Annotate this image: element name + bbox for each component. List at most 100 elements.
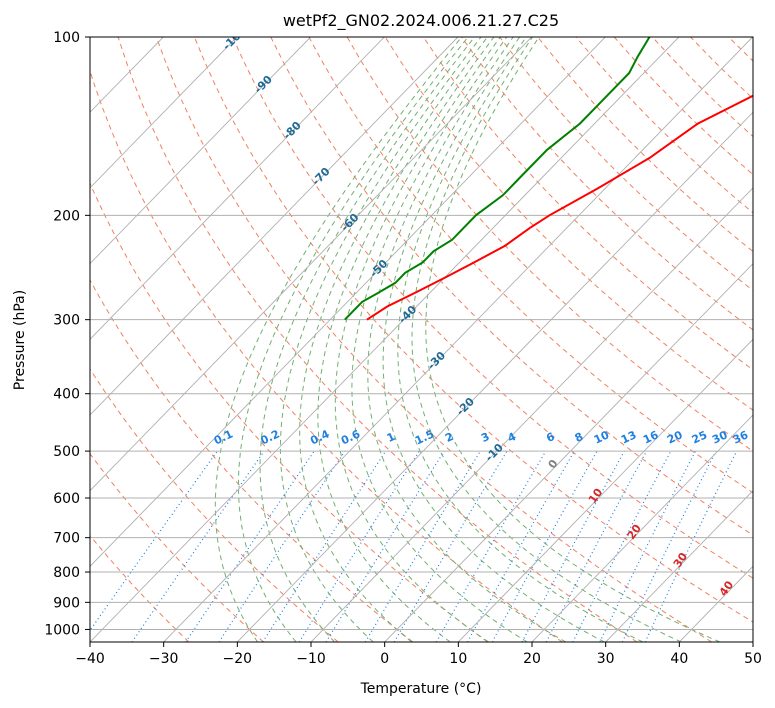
mixing-ratio-line	[621, 450, 717, 642]
isotherm-label: -80	[281, 119, 304, 142]
mixing-ratio-line	[599, 450, 697, 642]
mixing-ratio-label: 0.1	[212, 427, 235, 447]
moist-adiabat-label: 10	[586, 486, 606, 506]
y-axis: 100 200 300 400 500 600 700 800 900 1000	[44, 30, 90, 638]
isotherm-line	[90, 37, 606, 567]
y-tick-label: 200	[53, 208, 80, 224]
isotherm-line	[90, 37, 238, 189]
mixing-ratio-label: 25	[690, 428, 709, 446]
dry-adiabat-line	[90, 279, 414, 642]
mixing-ratio-line	[298, 450, 420, 642]
y-axis-label: Pressure (hPa)	[12, 290, 28, 390]
y-tick-label: 700	[53, 531, 80, 547]
isotherm-label: -30	[425, 349, 448, 372]
temperature-profile-line	[366, 94, 753, 321]
mixing-ratio-label: 20	[665, 428, 685, 446]
y-tick-label: 300	[53, 313, 80, 329]
moist-adiabat-line	[425, 37, 721, 642]
mixing-ratio-line	[521, 450, 625, 642]
x-tick-label: 0	[380, 651, 389, 667]
isotherm-line	[605, 490, 753, 642]
mixing-ratio-line	[325, 450, 445, 642]
moist-adiabat-label: 20	[625, 522, 645, 542]
mixing-ratio-line	[572, 450, 672, 642]
moist-adiabat-line	[317, 37, 495, 642]
isotherm-label: -70	[309, 165, 332, 188]
y-tick-label: 800	[53, 565, 80, 581]
dry-adiabat-line	[270, 37, 753, 536]
dry-adiabat-line	[193, 37, 753, 623]
mixing-ratio-line	[466, 450, 575, 642]
x-axis-label: Temperature (°C)	[360, 681, 482, 697]
pressure-gridlines	[90, 37, 753, 630]
mixing-ratio-line	[218, 450, 346, 642]
mixing-ratio-label: 0.2	[259, 427, 282, 447]
moist-adiabat-line	[382, 37, 605, 642]
mixing-ratio-label: 30	[710, 428, 730, 446]
dry-adiabat-line	[308, 37, 753, 494]
dry-adiabat-line	[90, 69, 563, 642]
x-tick-label: −30	[149, 651, 179, 667]
moist-adiabat-label: 40	[717, 578, 737, 598]
x-axis: −40 −30 −20 −10 0 10 20 30 40 50	[75, 642, 762, 667]
y-tick-label: 400	[53, 387, 80, 403]
mixing-ratio-line	[262, 450, 387, 642]
isotherm-label: -90	[252, 73, 275, 96]
x-tick-label: 10	[449, 651, 467, 667]
mixing-ratio-label: 0.6	[339, 427, 362, 447]
moist-adiabat-line	[299, 37, 488, 642]
isotherm-line	[163, 37, 753, 642]
x-tick-label: 20	[523, 651, 541, 667]
mixing-ratio-label: 10	[592, 428, 612, 446]
isotherm-line	[384, 262, 753, 642]
isotherm-line	[90, 37, 385, 340]
mixing-ratio-label: 1.5	[413, 427, 436, 447]
chart-title: wetPf2_GN02.2024.006.21.27.C25	[283, 11, 559, 31]
moist-adiabat-label: 30	[671, 550, 691, 570]
dry-adiabat-line	[155, 37, 712, 642]
mixing-ratio-line	[435, 450, 547, 642]
moist-adiabat-line	[367, 37, 567, 642]
moist-adiabat-line	[259, 37, 475, 642]
moist-adiabat-line	[411, 37, 682, 642]
mixing-ratio-line	[90, 450, 218, 632]
y-tick-label: 600	[53, 491, 80, 507]
mixing-ratio-line	[131, 450, 265, 642]
mixing-ratio-label: 4	[506, 430, 519, 445]
sounding-series	[344, 37, 753, 321]
mixing-ratio-label: 2	[443, 430, 455, 445]
isotherm-label: -40	[396, 303, 419, 326]
dry-adiabat-line	[232, 37, 753, 579]
moist-adiabat-line	[279, 37, 482, 642]
moist-adiabat-line	[351, 37, 528, 642]
moist-adiabat-line	[334, 37, 501, 642]
isotherm-line	[310, 187, 753, 642]
dry-adiabat-line	[651, 37, 753, 138]
y-tick-label: 900	[53, 595, 80, 611]
mixing-ratio-label: 6	[544, 430, 557, 445]
moist-adiabat-line	[397, 37, 644, 642]
dry-adiabat-line	[728, 37, 753, 62]
mixing-ratio-line	[393, 450, 508, 642]
isotherm-line	[90, 37, 680, 642]
moist-adiabat-label: 0	[546, 457, 561, 471]
mixing-ratio-label: 13	[619, 428, 638, 446]
isotherm-line	[90, 37, 311, 265]
isotherm-label: -20	[454, 395, 477, 418]
isotherm-line	[90, 37, 459, 416]
background-lines	[90, 37, 775, 642]
y-tick-label: 1000	[44, 622, 80, 638]
mixing-ratio-label: 16	[641, 428, 661, 446]
plot-frame	[89, 36, 754, 643]
moist-adiabat-line	[214, 37, 462, 642]
dry-adiabat-line	[90, 452, 264, 642]
mixing-ratio-line	[491, 450, 598, 642]
mixing-ratio-line	[545, 450, 648, 642]
dry-adiabat-line	[384, 37, 753, 411]
isotherm-line	[531, 414, 753, 642]
dry-adiabat-line	[90, 368, 339, 642]
dry-adiabat-line	[690, 37, 753, 100]
dry-adiabat-line	[767, 37, 775, 642]
isotherm-labels: -100-90-80-70-60-50-40-30-20-100.1 0.2 0.4…	[212, 37, 751, 599]
x-tick-label: −20	[223, 651, 253, 667]
